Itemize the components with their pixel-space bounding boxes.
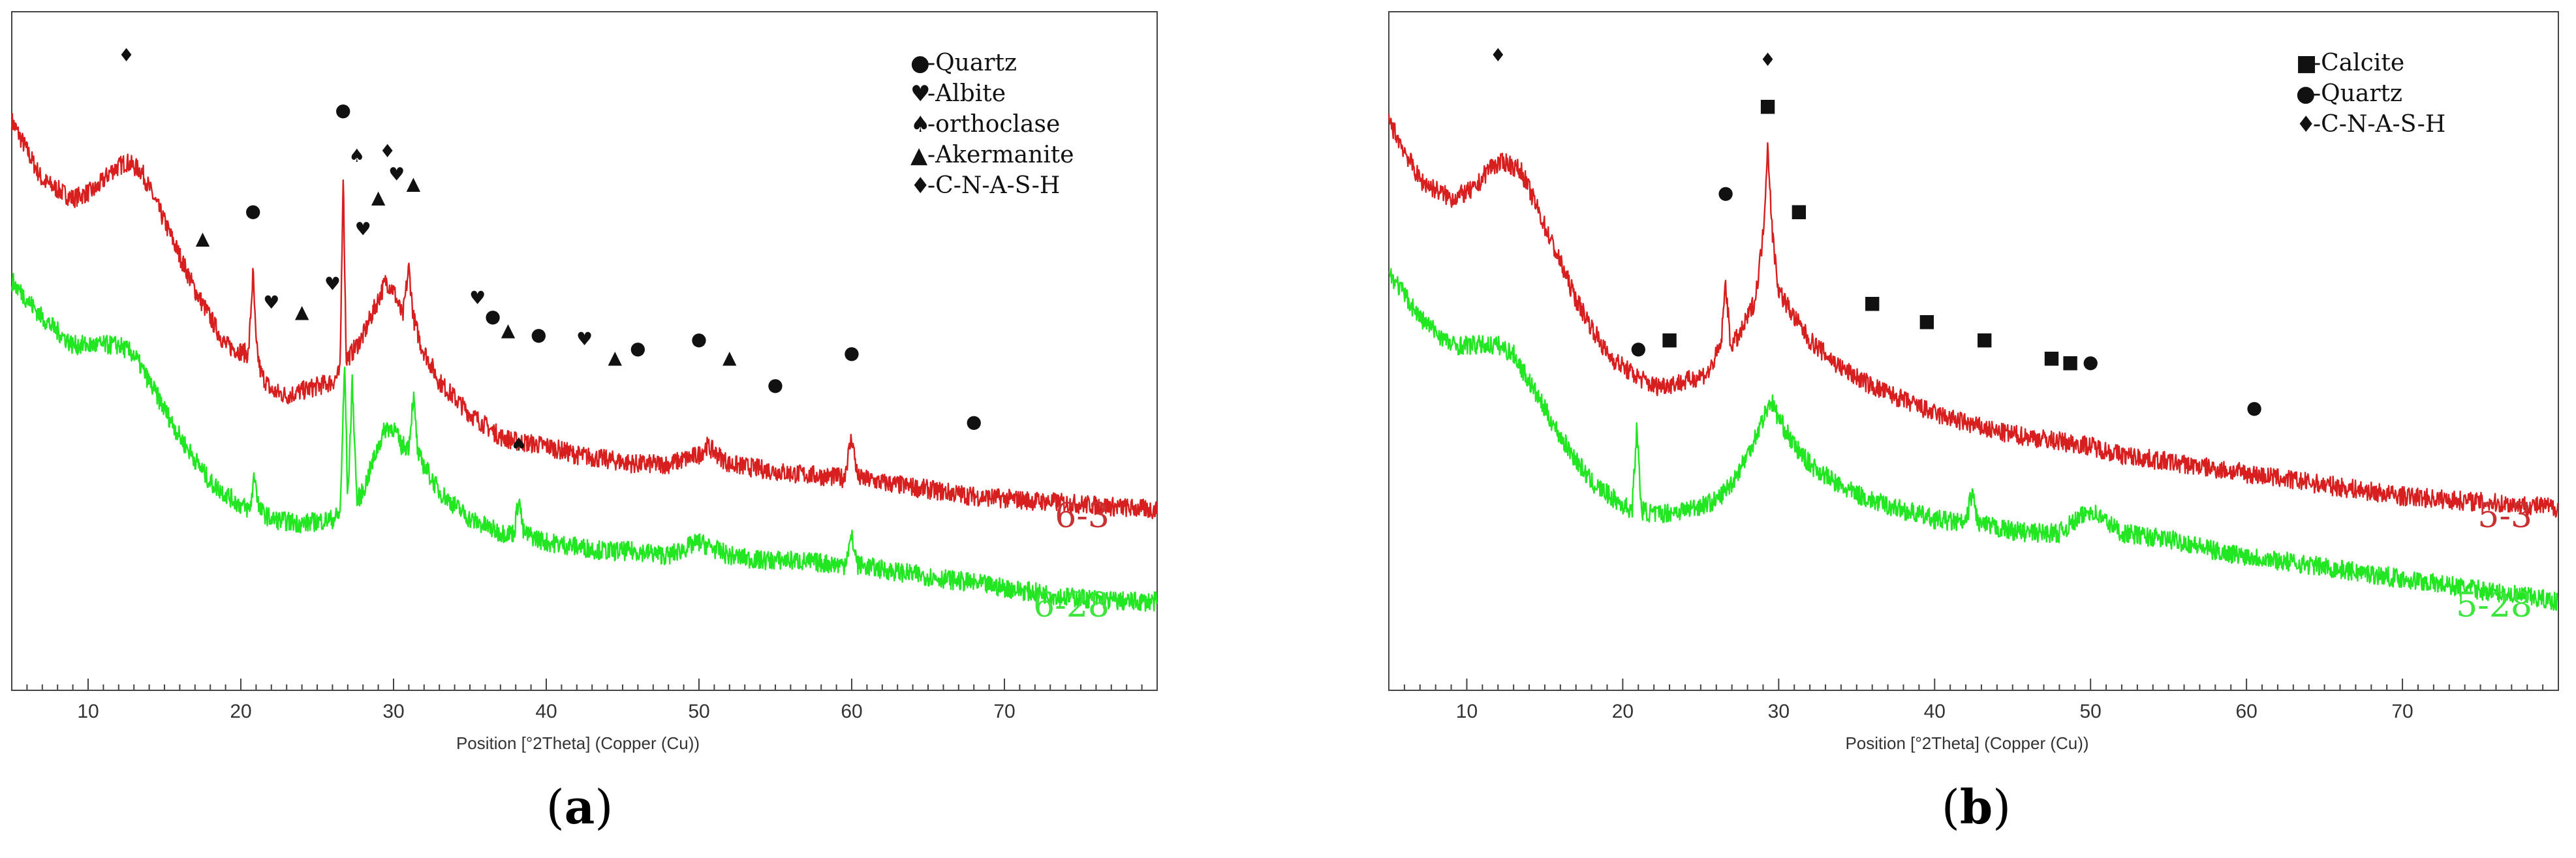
phase-marker: ● xyxy=(2083,351,2098,373)
x-tick-label: 60 xyxy=(2235,701,2257,722)
phase-marker: ♥ xyxy=(324,273,341,295)
legend-symbol: ♦ xyxy=(910,173,930,199)
caption-paren: ) xyxy=(595,780,613,835)
phase-marker: ▲ xyxy=(371,186,386,207)
legend-label: -Quartz xyxy=(927,50,1017,76)
panel-caption: (a) xyxy=(546,779,613,835)
phase-marker: ● xyxy=(485,305,501,327)
phase-marker: ▲ xyxy=(295,301,309,322)
legend-label: -Quartz xyxy=(2313,80,2402,107)
x-tick-label: 70 xyxy=(2391,701,2413,722)
x-tick-label: 30 xyxy=(382,701,404,722)
phase-marker: ♦ xyxy=(118,44,134,66)
caption-paren: ( xyxy=(546,780,565,835)
phase-marker: ● xyxy=(966,410,982,432)
phase-marker: ■ xyxy=(1976,328,1993,350)
x-tick-label: 10 xyxy=(1456,701,1478,722)
plot-frame xyxy=(11,11,1158,691)
series-line-5-28 xyxy=(1388,268,2558,611)
phase-marker: ▲ xyxy=(501,319,516,341)
x-tick-label: 50 xyxy=(2080,701,2102,722)
phase-marker: ● xyxy=(630,337,645,359)
panel-caption: (b) xyxy=(1942,779,2011,835)
series-line-6-3 xyxy=(10,113,1158,519)
legend-label: -orthoclase xyxy=(927,111,1060,138)
phase-marker: ● xyxy=(691,328,707,350)
x-tick-label: 30 xyxy=(1768,701,1790,722)
caption-paren: ) xyxy=(1993,780,2011,835)
x-tick-label: 70 xyxy=(993,701,1015,722)
series-label: 6-28 xyxy=(1033,586,1110,625)
phase-marker: ♥ xyxy=(355,219,371,240)
phase-marker: ♥ xyxy=(469,287,486,309)
series-label: 6-3 xyxy=(1055,497,1110,536)
legend-symbol: ♦ xyxy=(2296,112,2316,138)
phase-marker: ■ xyxy=(2062,351,2079,373)
x-tick-label: 50 xyxy=(688,701,709,722)
legend-symbol: ● xyxy=(2296,81,2316,107)
caption-letter: b xyxy=(1960,779,1993,835)
chart-panel-b: 10 20 30 40 50 60 70 Position [°2Theta] (Copper… xyxy=(1388,11,2559,835)
legend-symbol: ■ xyxy=(2296,50,2317,76)
phase-marker: ● xyxy=(245,200,261,221)
series-label: 5-28 xyxy=(2456,586,2532,625)
phase-marker: ● xyxy=(1630,337,1646,359)
phase-marker: ♦ xyxy=(1490,44,1506,66)
phase-marker: ■ xyxy=(1661,328,1678,350)
caption-paren: ( xyxy=(1942,780,1960,835)
phase-marker: ♠ xyxy=(510,433,527,455)
phase-marker: ♥ xyxy=(263,292,279,313)
legend-label: -C-N-A-S-H xyxy=(927,172,1060,199)
legend-symbol: ♥ xyxy=(910,81,930,107)
chart-panel-a: 10 20 30 40 50 60 70 Position [°2Theta] (Copper… xyxy=(10,11,1158,835)
phase-marker: ■ xyxy=(1790,200,1807,221)
phase-marker: ▲ xyxy=(407,172,421,194)
phase-marker: ● xyxy=(2246,397,2262,418)
phase-marker: ♥ xyxy=(576,328,593,350)
phase-marker: ♦ xyxy=(1760,49,1776,70)
phase-marker: ● xyxy=(335,99,351,121)
legend-symbol: ▲ xyxy=(910,142,928,168)
x-tick-label: 60 xyxy=(841,701,862,722)
phase-marker: ● xyxy=(531,324,546,345)
x-tick-label: 20 xyxy=(230,701,251,722)
caption-letter: a xyxy=(565,779,595,835)
series-label: 5-3 xyxy=(2477,497,2532,536)
phase-marker: ♠ xyxy=(349,145,365,166)
x-axis-label: Position [°2Theta] (Copper (Cu)) xyxy=(1845,733,2088,753)
phase-marker: ● xyxy=(844,342,860,363)
legend-symbol: ● xyxy=(910,50,930,76)
series-line-6-28 xyxy=(10,273,1158,612)
legend-symbol: ♠ xyxy=(910,112,930,138)
x-tick-label: 40 xyxy=(535,701,557,722)
phase-marker: ♦ xyxy=(379,140,396,162)
legend-label: -Albite xyxy=(927,80,1006,107)
phase-marker: ▲ xyxy=(608,346,623,368)
series-line-5-3 xyxy=(1388,114,2559,518)
phase-marker: ▲ xyxy=(722,346,737,368)
phase-marker: ♥ xyxy=(388,163,405,185)
legend-label: -C-N-A-S-H xyxy=(2313,111,2445,138)
phase-marker: ■ xyxy=(2043,346,2060,368)
x-tick-label: 10 xyxy=(77,701,99,722)
x-tick-label: 40 xyxy=(1924,701,1946,722)
phase-marker: ■ xyxy=(1759,95,1776,116)
phase-marker: ■ xyxy=(1863,292,1880,313)
plot-frame xyxy=(1388,11,2559,691)
phase-marker: ▲ xyxy=(196,228,210,249)
legend-label: -Calcite xyxy=(2313,50,2404,76)
legend-label: -Akermanite xyxy=(927,142,1074,168)
x-tick-label: 20 xyxy=(1612,701,1634,722)
phase-marker: ● xyxy=(1718,181,1733,203)
phase-marker: ● xyxy=(768,374,783,395)
phase-marker: ■ xyxy=(1918,310,1935,331)
x-axis-label: Position [°2Theta] (Copper (Cu)) xyxy=(456,733,700,753)
